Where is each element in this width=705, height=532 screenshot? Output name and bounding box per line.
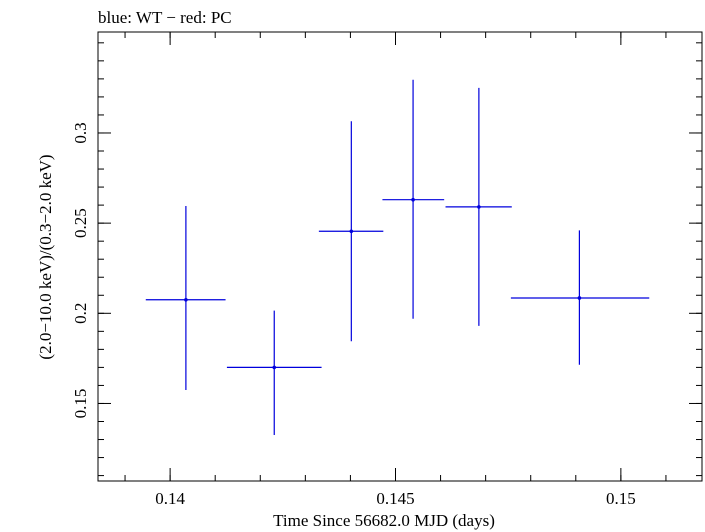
point-marker <box>349 229 354 234</box>
y-tick-labels: 0.15 0.2 0.25 0.3 <box>71 122 90 418</box>
y-tick-label: 0.3 <box>71 122 90 143</box>
x-tick-label: 0.14 <box>155 489 185 508</box>
y-tick-label: 0.25 <box>71 208 90 238</box>
point-marker <box>577 296 582 300</box>
data-point <box>445 87 512 326</box>
point-marker <box>477 205 481 209</box>
y-tick-label: 0.2 <box>71 303 90 324</box>
x-tick-label: 0.15 <box>606 489 636 508</box>
y-axis-label: (2.0−10.0 keV)/(0.3−2.0 keV) <box>36 154 55 359</box>
data-point <box>226 310 322 436</box>
data-points <box>145 79 650 436</box>
axis-ticks <box>98 32 702 481</box>
point-marker <box>272 365 277 370</box>
x-tick-labels: 0.14 0.145 0.15 <box>155 489 635 508</box>
x-tick-label: 0.145 <box>376 489 414 508</box>
point-marker <box>411 197 415 202</box>
point-marker <box>184 297 188 302</box>
data-point <box>318 121 384 342</box>
data-point <box>510 230 650 365</box>
chart-title: blue: WT − red: PC <box>98 8 232 27</box>
plot-frame <box>97 31 703 482</box>
x-axis-label: Time Since 56682.0 MJD (days) <box>273 511 495 530</box>
data-point <box>382 79 445 319</box>
data-point <box>145 206 226 390</box>
y-tick-label: 0.15 <box>71 389 90 419</box>
